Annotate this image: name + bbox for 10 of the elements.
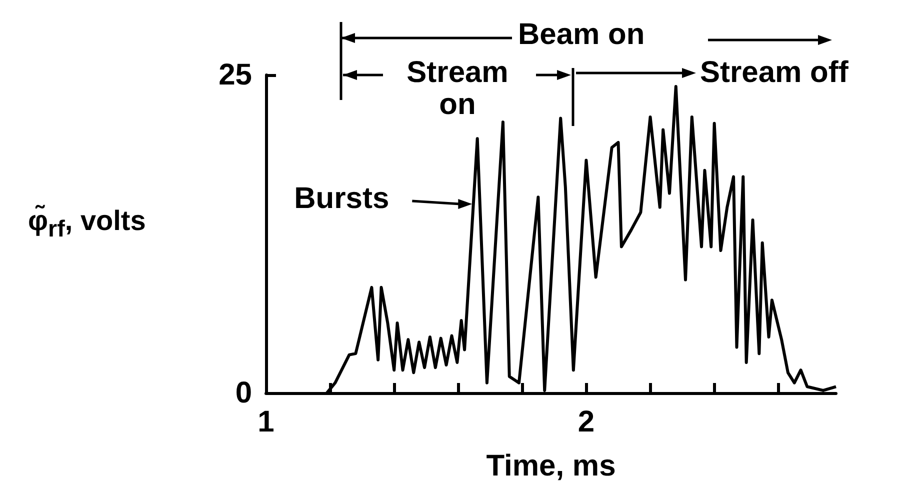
annotation: Stream on: [406, 56, 510, 121]
x-tick-label: 1: [258, 406, 274, 438]
y-tick-label: 25: [218, 58, 252, 92]
x-axis-title: Time, ms: [486, 450, 616, 482]
x-tick-label: 2: [578, 406, 595, 438]
annotation: Stream off: [700, 56, 848, 89]
annotation: Bursts: [294, 182, 390, 215]
y-tick-label: 0: [235, 376, 252, 410]
text: Beam on: [518, 18, 645, 51]
y-axis-title: φ̃$_{rf}$, volts: [28, 205, 146, 244]
